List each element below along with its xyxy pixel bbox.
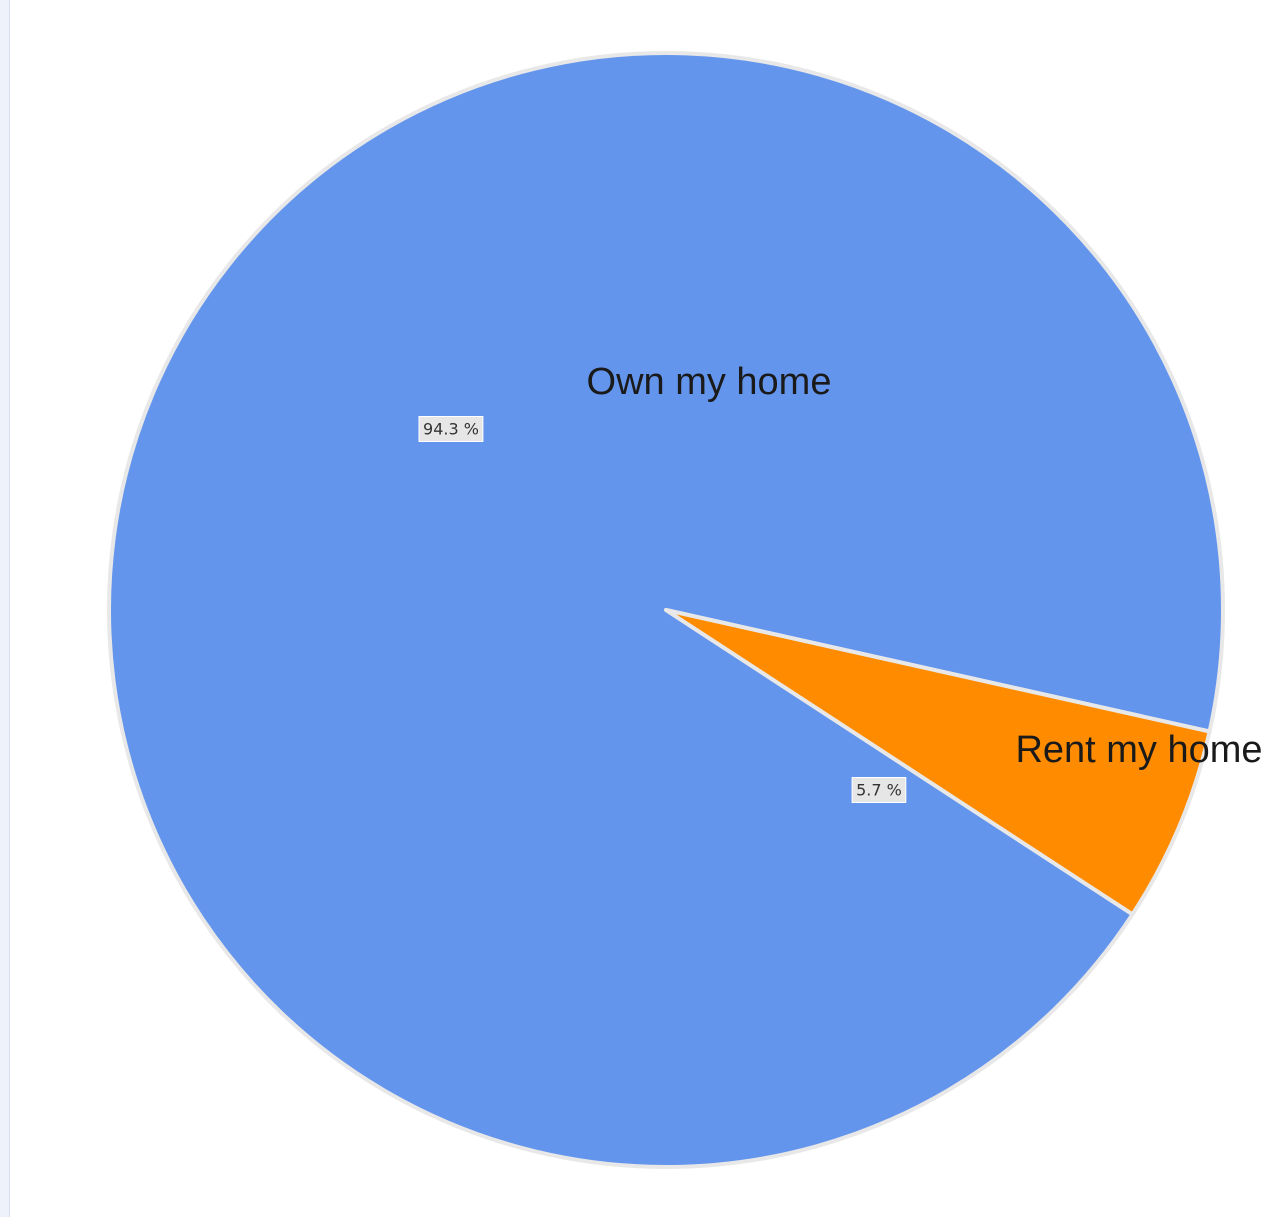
value-label-text-rent-my-home: 5.7 % bbox=[856, 781, 902, 800]
pie-slices bbox=[107, 50, 1225, 1169]
value-label-box-own-my-home bbox=[418, 416, 484, 442]
value-label-rent-my-home: 5.7 % bbox=[851, 777, 907, 803]
category-label-own-my-home: Own my home bbox=[587, 361, 832, 403]
pie-slice-rent-my-home bbox=[664, 608, 1212, 917]
left-border bbox=[0, 0, 10, 1217]
value-label-box-rent-my-home bbox=[851, 777, 907, 803]
category-labels: Own my home Rent my home bbox=[587, 361, 1263, 771]
category-label-rent-my-home: Rent my home bbox=[1015, 729, 1262, 771]
value-labels: 94.3 % 5.7 % bbox=[418, 416, 907, 803]
value-label-own-my-home: 94.3 % bbox=[418, 416, 484, 442]
value-label-text-own-my-home: 94.3 % bbox=[423, 420, 479, 439]
